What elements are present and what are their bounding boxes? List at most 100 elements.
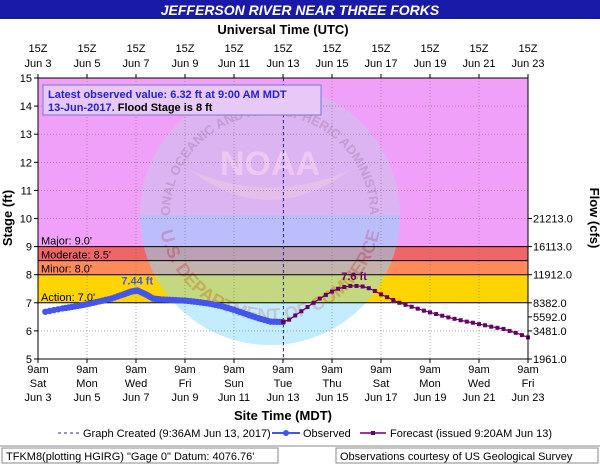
top-tick-time: 15Z — [127, 43, 146, 55]
watermark-gull-icon — [190, 170, 350, 200]
forecast-point — [470, 320, 475, 325]
legend-observed-marker — [283, 430, 289, 436]
top-tick-time: 15Z — [372, 43, 391, 55]
category-label-major: Major: 9.0' — [41, 236, 92, 248]
flood-category-labels: Major: 9.0' Moderate: 8.5' Minor: 8.0' Acti… — [41, 236, 111, 304]
forecast-point — [354, 283, 359, 288]
bottom-tick-time: 9am — [223, 364, 244, 376]
top-axis-title: Universal Time (UTC) — [217, 22, 348, 37]
category-label-action: Action: 7.0' — [41, 292, 95, 304]
bottom-tick-date: Jun 9 — [172, 392, 199, 404]
forecast-point — [360, 284, 365, 289]
top-tick-time: 15Z — [176, 43, 195, 55]
latest-line-1: Latest observed value: 6.32 ft at 9:00 A… — [48, 89, 287, 101]
legend-forecast-marker — [371, 431, 375, 435]
watermark-noaa-text: NOAA — [220, 145, 320, 183]
legend-observed-label: Observed — [303, 428, 351, 440]
forecast-point — [336, 286, 341, 291]
footer-right-text: Observations courtesy of US Geological S… — [340, 451, 573, 463]
bottom-tick-time: 9am — [419, 364, 440, 376]
forecast-point — [391, 297, 396, 302]
right-axis-title: Flow (cfs) — [587, 188, 600, 249]
top-tick-date: Jun 11 — [218, 58, 250, 70]
bottom-tick-date: Jun 17 — [364, 392, 397, 404]
bottom-tick-time: 9am — [125, 364, 146, 376]
footer-right-box — [335, 447, 599, 464]
bottom-tick-date: Jun 23 — [511, 392, 544, 404]
top-tick-date: Jun 5 — [74, 58, 101, 70]
forecast-point — [452, 316, 457, 321]
left-tick-label: 5 — [26, 354, 32, 366]
top-tick-time: 15Z — [323, 43, 342, 55]
right-tick-label: 8382.0 — [533, 298, 567, 310]
forecast-point — [305, 305, 310, 310]
bottom-tick-date: Jun 13 — [266, 392, 299, 404]
category-label-minor: Minor: 8.0' — [41, 264, 92, 276]
forecast-point — [403, 302, 408, 307]
forecast-point — [446, 315, 451, 320]
forecast-point — [464, 319, 469, 324]
top-tick-time: 15Z — [274, 43, 293, 55]
bottom-tick-day: Tue — [274, 378, 293, 390]
forecast-point — [489, 324, 494, 329]
bottom-tick-date: Jun 7 — [123, 392, 150, 404]
top-tick-time: 15Z — [78, 43, 97, 55]
right-tick-label: 21213.0 — [533, 214, 573, 226]
bottom-tick-date: Jun 3 — [25, 392, 52, 404]
forecast-point — [311, 300, 316, 305]
latest-observed-box: Latest observed value: 6.32 ft at 9:00 A… — [42, 84, 322, 116]
footer-left-box — [1, 447, 279, 464]
forecast-point — [348, 283, 353, 288]
footer-left-text: TFKM8(plotting HGIRG) "Gage 0" Datum: 40… — [6, 451, 254, 463]
bottom-tick-time: 9am — [370, 364, 391, 376]
top-tick-date: Jun 13 — [266, 58, 299, 70]
forecast-point — [342, 285, 347, 290]
bottom-tick-day: Wed — [125, 378, 147, 390]
legend: Graph Created (9:36AM Jun 13, 2017) Obse… — [58, 428, 552, 440]
forecast-point — [483, 323, 488, 328]
bottom-axis-title: Site Time (MDT) — [234, 408, 332, 423]
latest-date: 13-Jun-2017. — [48, 102, 115, 114]
bottom-tick-date: Jun 21 — [462, 392, 495, 404]
forecast-point — [415, 306, 420, 311]
left-tick-label: 9 — [26, 242, 32, 254]
bottom-tick-time: 9am — [27, 364, 48, 376]
top-tick-time: 15Z — [421, 43, 440, 55]
forecast-point — [501, 326, 506, 331]
left-tick-label: 8 — [26, 270, 32, 282]
observed-series — [42, 287, 287, 326]
title-bar — [0, 0, 600, 19]
left-tick-label: 10 — [20, 214, 32, 226]
bottom-tick-day: Thu — [323, 378, 342, 390]
bottom-tick-time: 9am — [174, 364, 195, 376]
bottom-tick-date: Jun 15 — [315, 392, 348, 404]
forecast-point — [287, 317, 292, 322]
right-tick-label: 1961.0 — [533, 354, 567, 366]
forecast-point — [317, 296, 322, 301]
forecast-point — [299, 309, 304, 314]
left-tick-label: 6 — [26, 326, 32, 338]
bottom-tick-day: Sat — [373, 378, 390, 390]
left-tick-label: 14 — [20, 101, 32, 113]
bottom-tick-time: 9am — [321, 364, 342, 376]
top-tick-time: 15Z — [225, 43, 244, 55]
bottom-axis: 9am Sat Jun 3 9am Mon Jun 5 9am Wed Jun 7 9am Fri J… — [25, 359, 545, 404]
category-label-moderate: Moderate: 8.5' — [41, 250, 111, 262]
forecast-point — [507, 328, 512, 333]
peak-label-forecast: 7.6 ft — [341, 271, 367, 283]
left-tick-label: 11 — [21, 185, 32, 197]
bottom-tick-day: Fri — [522, 378, 535, 390]
bottom-tick-time: 9am — [76, 364, 97, 376]
forecast-point — [330, 289, 334, 294]
forecast-point — [434, 312, 439, 317]
top-tick-date: Jun 23 — [511, 58, 544, 70]
forecast-point — [495, 325, 500, 330]
bottom-tick-day: Sun — [224, 378, 244, 390]
forecast-series — [281, 283, 530, 340]
top-tick-date: Jun 3 — [25, 58, 52, 70]
top-tick-time: 15Z — [470, 43, 489, 55]
forecast-point — [385, 295, 390, 300]
left-tick-label: 13 — [20, 129, 32, 141]
forecast-point — [379, 292, 383, 297]
top-tick-date: Jun 19 — [413, 58, 446, 70]
